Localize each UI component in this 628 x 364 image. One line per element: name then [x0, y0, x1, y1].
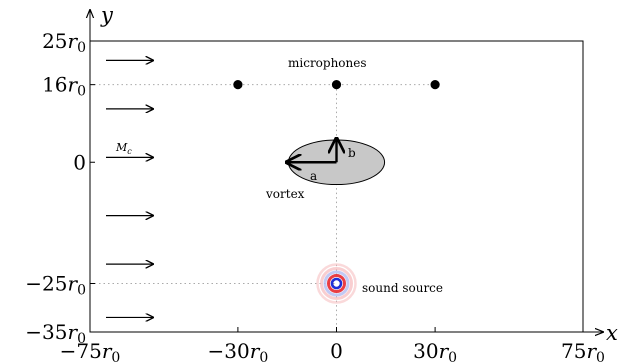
flow-arrows: [106, 60, 153, 317]
dotted-guides: [90, 84, 436, 332]
microphone-dot: [331, 80, 342, 90]
x-tick-label: 0: [330, 339, 343, 363]
microphone-points: [233, 80, 440, 90]
microphones-label: microphones: [288, 56, 367, 70]
x-tick-label: −75r0: [60, 339, 121, 364]
x-tick-label: 30r0: [413, 339, 457, 364]
source-ring: [330, 277, 343, 290]
sound-source: [316, 263, 357, 304]
x-axis-label: x: [606, 321, 618, 345]
source-ring: [327, 274, 346, 293]
x-tick-label: −30r0: [208, 339, 269, 364]
x-tick-labels: −75r0 −30r0 0 30r0 75r0: [60, 327, 605, 364]
y-tick-label: −35r0: [25, 320, 86, 347]
y-tick-labels: 25r0 16r0 0 −25r0 −35r0: [25, 29, 95, 347]
source-ring: [316, 263, 357, 304]
y-tick-label: 0: [73, 150, 86, 174]
vortex-label: vortex: [265, 187, 305, 201]
flow-label: Mc: [115, 141, 132, 156]
y-tick-label: −25r0: [25, 272, 86, 299]
y-axis-label: y: [100, 3, 114, 27]
source-ring: [320, 267, 353, 300]
microphone-dot: [233, 80, 243, 90]
microphone-dot: [430, 80, 440, 90]
source-ring: [323, 270, 350, 297]
label-a: a: [310, 169, 317, 183]
source-core: [334, 281, 339, 286]
label-b: b: [348, 146, 356, 160]
vortex: [287, 138, 386, 186]
y-tick-label: 25r0: [42, 29, 86, 56]
y-tick-label: 16r0: [42, 73, 86, 100]
sound-source-label: sound source: [362, 281, 443, 295]
x-tick-label: 75r0: [561, 339, 605, 364]
